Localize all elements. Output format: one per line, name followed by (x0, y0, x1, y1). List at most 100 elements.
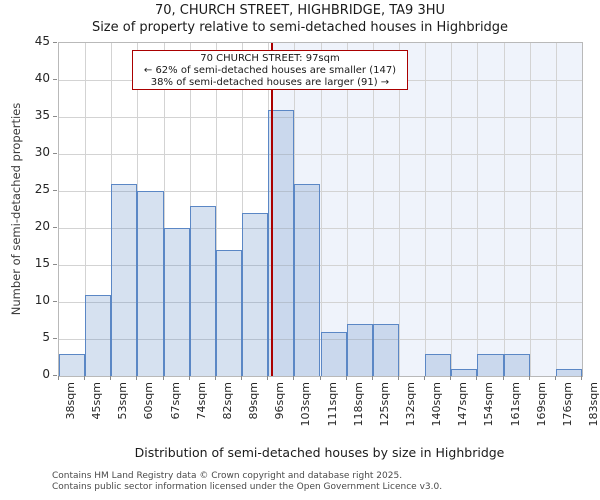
y-tick-label: 0 (42, 367, 50, 381)
grid-line-vertical (555, 43, 557, 376)
x-tick-label: 118sqm (351, 382, 365, 427)
chart-title: 70, CHURCH STREET, HIGHBRIDGE, TA9 3HU (155, 3, 445, 18)
x-tick-mark (267, 376, 269, 380)
histogram-bar (503, 353, 530, 376)
x-tick-label: 67sqm (168, 382, 182, 420)
x-tick-label: 125sqm (377, 382, 391, 427)
x-tick-label: 82sqm (220, 382, 234, 420)
y-tick-label: 10 (34, 293, 50, 307)
grid-line-vertical (451, 43, 453, 376)
grid-line-vertical (477, 43, 479, 376)
y-tick-label: 35 (34, 108, 50, 122)
x-tick-mark (371, 376, 373, 380)
x-tick-mark (424, 376, 426, 380)
x-tick-mark (450, 376, 452, 380)
y-tick-mark (53, 116, 57, 117)
y-tick-label: 20 (34, 219, 50, 233)
footer-line-1: Contains HM Land Registry data © Crown c… (52, 471, 403, 481)
histogram-bar (425, 353, 452, 376)
grid-line-vertical (529, 43, 531, 376)
x-tick-label: 111sqm (325, 382, 339, 427)
y-tick-label: 40 (34, 71, 50, 85)
histogram-bar (215, 250, 243, 376)
y-tick-mark (53, 227, 57, 228)
histogram-bar (85, 294, 112, 376)
x-tick-label: 60sqm (142, 382, 156, 420)
grid-line-vertical (320, 43, 322, 376)
histogram-bar (111, 183, 138, 376)
x-tick-mark (84, 376, 86, 380)
x-tick-label: 147sqm (456, 382, 470, 427)
x-tick-mark (162, 376, 164, 380)
histogram-bar (189, 205, 216, 376)
x-tick-mark (319, 376, 321, 380)
x-tick-label: 140sqm (430, 382, 444, 427)
histogram-bar (555, 368, 582, 376)
grid-line-vertical (242, 43, 244, 376)
x-tick-mark (502, 376, 504, 380)
y-axis-title: Number of semi-detached properties (9, 102, 23, 316)
x-tick-mark (554, 376, 556, 380)
x-tick-label: 38sqm (64, 382, 77, 420)
x-tick-mark (58, 376, 59, 380)
y-tick-mark (53, 153, 57, 154)
x-tick-mark (581, 376, 582, 380)
x-tick-label: 89sqm (247, 382, 261, 420)
histogram-bar (477, 353, 504, 376)
x-tick-label: 176sqm (560, 382, 574, 427)
x-tick-label: 45sqm (90, 382, 104, 420)
x-tick-mark (397, 376, 399, 380)
grid-line-vertical (346, 43, 348, 376)
y-tick-mark (53, 375, 57, 376)
grid-line-vertical (503, 43, 505, 376)
x-tick-mark (345, 376, 347, 380)
histogram-bar (346, 324, 373, 376)
y-tick-mark (53, 42, 57, 43)
histogram-bar (451, 368, 478, 376)
y-tick-label: 15 (34, 256, 50, 270)
annotation-box: 70 CHURCH STREET: 97sqm ← 62% of semi-de… (132, 50, 408, 90)
y-tick-mark (53, 190, 57, 191)
histogram-bar (59, 353, 86, 376)
x-tick-mark (136, 376, 138, 380)
x-tick-label: 53sqm (116, 382, 130, 420)
grid-line-vertical (398, 43, 400, 376)
annotation-line-3: 38% of semi-detached houses are larger (… (150, 77, 390, 88)
x-axis-title: Distribution of semi-detached houses by … (134, 445, 505, 460)
grid-line-vertical (425, 43, 427, 376)
histogram-bar (137, 191, 164, 376)
x-tick-mark (476, 376, 478, 380)
x-tick-mark (241, 376, 243, 380)
histogram-bar (163, 228, 190, 376)
x-tick-label: 183sqm (587, 382, 600, 427)
x-tick-mark (293, 376, 295, 380)
y-tick-label: 5 (42, 330, 50, 344)
grid-line-vertical (372, 43, 374, 376)
histogram-bar (294, 183, 321, 376)
histogram-bar (242, 213, 269, 376)
chart-subtitle: Size of property relative to semi-detach… (91, 20, 509, 35)
x-tick-label: 132sqm (403, 382, 417, 427)
y-tick-mark (53, 264, 57, 265)
y-tick-label: 25 (34, 182, 50, 196)
annotation-line-1: 70 CHURCH STREET: 97sqm (200, 53, 340, 64)
grid-line-vertical (85, 43, 87, 376)
x-tick-label: 74sqm (194, 382, 208, 420)
x-tick-mark (110, 376, 112, 380)
histogram-bar (372, 324, 399, 376)
grid-line-vertical (163, 43, 165, 376)
x-tick-label: 169sqm (534, 382, 548, 427)
x-tick-mark (188, 376, 190, 380)
annotation-line-2: ← 62% of semi-detached houses are smalle… (143, 65, 397, 76)
y-tick-mark (53, 338, 57, 339)
x-tick-mark (214, 376, 216, 380)
property-size-marker-line (270, 43, 273, 376)
x-tick-label: 154sqm (482, 382, 496, 427)
x-tick-label: 161sqm (508, 382, 522, 427)
footer-line-2: Contains public sector information licen… (52, 481, 443, 492)
y-tick-label: 45 (34, 34, 50, 48)
y-tick-mark (53, 301, 57, 302)
histogram-bar (320, 331, 347, 376)
x-tick-label: 96sqm (273, 382, 287, 420)
